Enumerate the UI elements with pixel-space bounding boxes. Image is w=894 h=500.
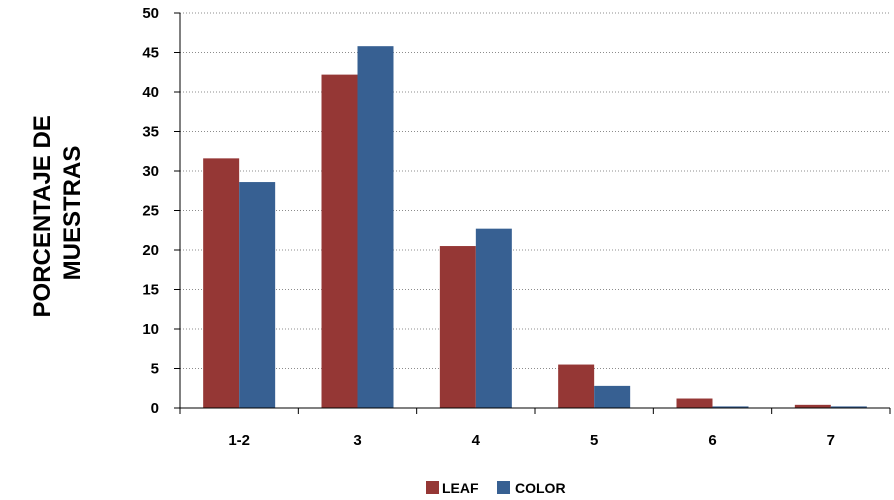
bar-leaf-7 [794,404,831,408]
legend-swatch-color [497,481,510,494]
y-tick-label-10: 10 [142,321,159,338]
x-tick-label-5: 5 [590,432,598,449]
bar-color-1-2 [239,182,276,408]
bar-leaf-5 [558,364,595,408]
y-tick-labels: 0 5 10 15 20 25 30 35 40 45 50 [142,5,159,417]
bar-color-5 [594,385,631,408]
y-tick-label-45: 45 [142,45,159,62]
x-tick-labels: 1-2 3 4 5 6 7 [228,432,835,449]
bar-color-7 [830,406,867,408]
y-axis-label-line-2: MUESTRAS [59,146,86,281]
bar-color-4 [475,228,512,408]
y-tick-label-20: 20 [142,242,159,259]
x-tick-label-4: 4 [472,432,481,449]
y-axis-label: PORCENTAJE DE MUESTRAS [29,109,86,318]
legend: LEAF COLOR [426,480,566,496]
bar-leaf-6 [676,398,713,408]
bar-leaf-1-2 [203,158,240,408]
y-axis-label-line-1: PORCENTAJE DE [29,115,56,317]
y-tick-label-25: 25 [142,203,159,220]
y-tick-label-30: 30 [142,163,159,180]
axes [174,12,891,414]
x-tick-label-3: 3 [353,432,361,449]
y-tick-label-40: 40 [142,84,159,101]
bar-color-6 [712,406,749,408]
y-tick-label-35: 35 [142,124,159,141]
legend-swatch-leaf [426,481,439,494]
x-tick-label-7: 7 [827,432,835,449]
bar-color-3 [357,46,394,409]
bar-leaf-4 [439,246,476,408]
y-tick-label-15: 15 [142,282,159,299]
y-tick-label-5: 5 [151,361,159,378]
gridlines [180,12,890,369]
x-tick-label-6: 6 [708,432,716,449]
legend-label-leaf: LEAF [442,480,479,496]
y-tick-label-50: 50 [142,5,159,22]
bar-leaf-3 [321,74,358,409]
y-tick-label-0: 0 [151,400,159,417]
bars [203,46,867,409]
legend-label-color: COLOR [515,480,566,496]
x-tick-label-1-2: 1-2 [228,432,250,449]
